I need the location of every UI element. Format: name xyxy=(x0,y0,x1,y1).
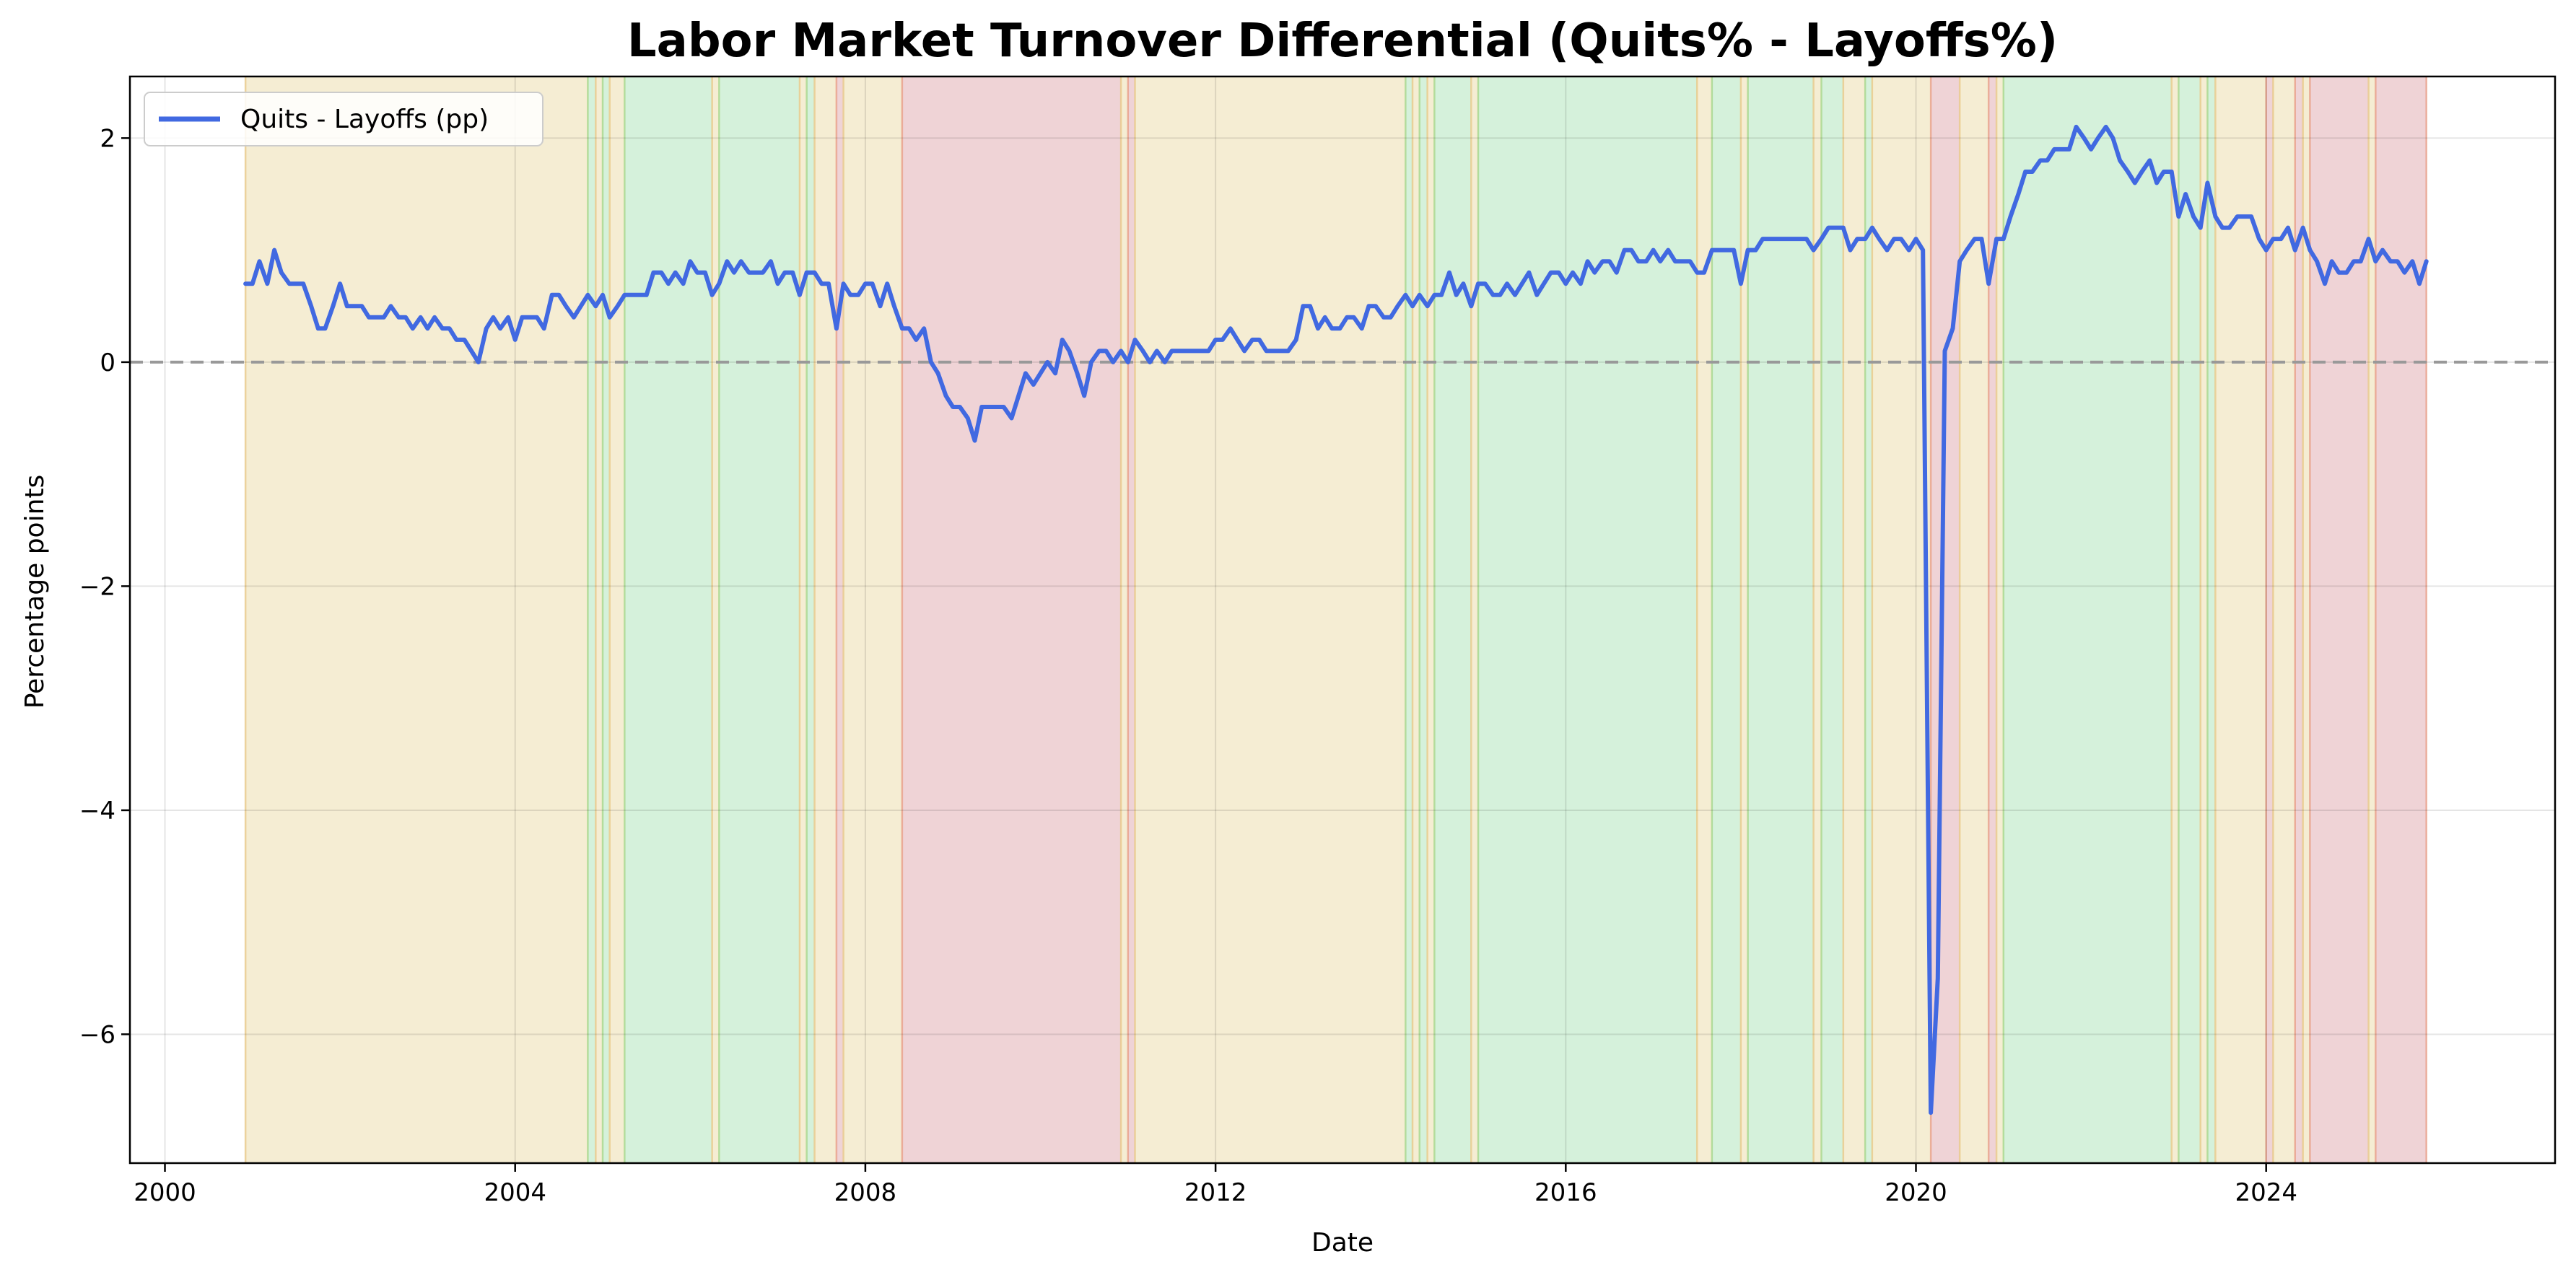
regime-band-green xyxy=(624,76,712,1163)
regime-band-green xyxy=(2207,76,2216,1163)
regime-band-red xyxy=(836,76,844,1163)
regime-band-yellow xyxy=(1471,76,1479,1163)
regime-band-yellow xyxy=(2273,76,2295,1163)
y-tick-label: 0 xyxy=(100,349,115,377)
regime-band-green xyxy=(603,76,610,1163)
regime-band-yellow xyxy=(1427,76,1435,1163)
regime-bands xyxy=(244,76,2427,1163)
legend-label-quits-layoffs: Quits - Layoffs (pp) xyxy=(240,105,489,134)
regime-band-yellow xyxy=(814,76,837,1163)
regime-band-yellow xyxy=(1740,76,1748,1163)
regime-band-red xyxy=(1127,76,1135,1163)
x-tick-label: 2008 xyxy=(834,1178,897,1207)
plot-frame xyxy=(128,75,2557,1165)
regime-band-yellow xyxy=(245,76,588,1163)
regime-band-green xyxy=(1405,76,1413,1163)
regime-band-green xyxy=(1419,76,1428,1163)
regime-band-green xyxy=(806,76,815,1163)
x-tick-label: 2016 xyxy=(1534,1178,1597,1207)
regime-band-yellow xyxy=(1135,76,1406,1163)
regime-band-red xyxy=(2295,76,2303,1163)
regime-band-yellow xyxy=(1413,76,1420,1163)
regime-band-green xyxy=(1821,76,1843,1163)
regime-band-green xyxy=(2178,76,2201,1163)
regime-band-yellow xyxy=(1121,76,1128,1163)
y-axis-label: Percentage points xyxy=(20,475,50,709)
regime-band-yellow xyxy=(609,76,625,1163)
legend: Quits - Layoffs (pp) xyxy=(144,92,543,146)
x-tick-label: 2012 xyxy=(1184,1178,1247,1207)
regime-band-red xyxy=(901,76,1122,1163)
y-tick-label: 2 xyxy=(100,124,115,153)
regime-band-green xyxy=(1747,76,1814,1163)
x-tick-label: 2020 xyxy=(1885,1178,1947,1207)
regime-band-green xyxy=(719,76,800,1163)
regime-band-yellow xyxy=(712,76,720,1163)
regime-band-yellow xyxy=(2171,76,2179,1163)
regime-band-yellow xyxy=(2200,76,2208,1163)
series-line-quits-layoffs xyxy=(243,124,2429,1115)
regime-band-yellow xyxy=(799,76,807,1163)
regime-band-green xyxy=(1434,76,1472,1163)
regime-band-green xyxy=(1711,76,1741,1163)
regime-band-yellow xyxy=(1843,76,1866,1163)
regime-band-red xyxy=(1988,76,1997,1163)
x-tick-label: 2004 xyxy=(484,1178,546,1207)
regime-band-yellow xyxy=(2302,76,2310,1163)
y-axis-ticks: 2 0 −2 −4 −6 xyxy=(79,124,130,1049)
regime-band-yellow xyxy=(2368,76,2376,1163)
regime-band-yellow xyxy=(1996,76,2004,1163)
regime-band-green xyxy=(2003,76,2172,1163)
chart-title: Labor Market Turnover Differential (Quit… xyxy=(627,14,2058,68)
regime-band-yellow xyxy=(595,76,603,1163)
legend-box xyxy=(144,92,543,146)
regime-band-green xyxy=(588,76,596,1163)
regime-band-yellow xyxy=(1813,76,1822,1163)
x-tick-label: 2000 xyxy=(134,1178,196,1207)
regime-band-yellow xyxy=(2215,76,2266,1163)
regime-band-yellow xyxy=(1697,76,1712,1163)
x-axis-ticks: 2000 2004 2008 2012 2016 2020 2024 xyxy=(134,1163,2297,1207)
y-tick-label: −4 xyxy=(79,797,115,825)
regime-band-red xyxy=(2375,76,2427,1163)
regime-band-red xyxy=(2266,76,2274,1163)
regime-band-yellow xyxy=(843,76,902,1163)
regime-band-red xyxy=(2310,76,2369,1163)
x-tick-label: 2024 xyxy=(2235,1178,2297,1207)
x-axis-label: Date xyxy=(1311,1228,1374,1258)
y-tick-label: −6 xyxy=(79,1020,115,1049)
regime-band-green xyxy=(1478,76,1698,1163)
regime-band-green xyxy=(1865,76,1872,1163)
y-tick-label: −2 xyxy=(79,572,115,601)
